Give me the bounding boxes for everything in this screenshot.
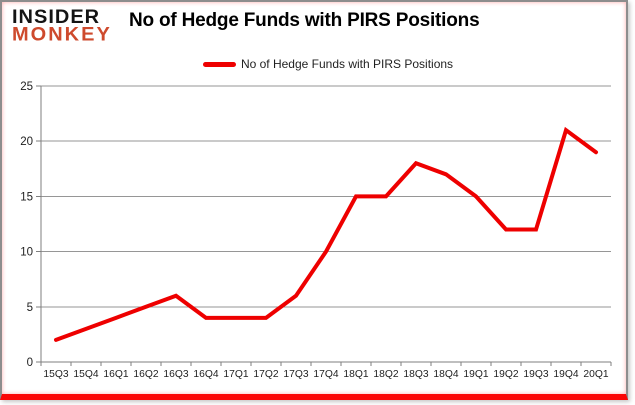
y-tick-label: 20 — [20, 136, 33, 148]
y-tick-label: 0 — [27, 357, 33, 369]
x-tick-label: 18Q3 — [403, 369, 428, 380]
x-tick-label: 19Q4 — [553, 369, 578, 380]
chart-card: INSIDER MONKEY No of Hedge Funds with PI… — [0, 0, 628, 400]
x-tick-label: 18Q4 — [433, 369, 458, 380]
axis-ticks — [36, 85, 612, 366]
x-tick-label: 16Q2 — [133, 369, 158, 380]
series-polyline — [54, 126, 598, 342]
x-tick-label: 20Q1 — [583, 369, 608, 380]
x-tick-label: 19Q3 — [523, 369, 548, 380]
logo-text-monkey: MONKEY — [12, 24, 112, 46]
series-line — [54, 126, 598, 342]
y-tick-label: 5 — [27, 302, 33, 314]
y-tick-label: 25 — [20, 81, 33, 93]
x-tick-label: 16Q3 — [163, 369, 188, 380]
chart-title: No of Hedge Funds with PIRS Positions — [129, 10, 480, 31]
x-tick-label: 18Q1 — [343, 369, 368, 380]
line-chart: 0 5 10 15 20 25 15Q3 15Q4 16Q1 16Q2 16Q3 16Q4 17Q1 17… — [20, 81, 612, 380]
x-tick-labels: 15Q3 15Q4 16Q1 16Q2 16Q3 16Q4 17Q1 17Q2 17Q3 17Q4… — [43, 369, 608, 380]
x-tick-label: 17Q4 — [313, 369, 338, 380]
legend-line-swatch — [202, 61, 236, 67]
axes — [40, 86, 611, 363]
legend-label: No of Hedge Funds with PIRS Positions — [240, 57, 454, 71]
x-tick-label: 15Q3 — [43, 369, 68, 380]
y-tick-labels: 0 5 10 15 20 25 — [20, 81, 33, 369]
gridlines — [41, 85, 611, 308]
x-tick-label: 19Q2 — [493, 369, 518, 380]
x-tick-label: 16Q4 — [193, 369, 218, 380]
y-tick-label: 15 — [20, 191, 33, 203]
x-tick-label: 17Q3 — [283, 369, 308, 380]
x-tick-label: 19Q1 — [463, 369, 488, 380]
logo-text-insider: INSIDER — [12, 7, 101, 28]
x-tick-label: 16Q1 — [103, 369, 128, 380]
x-tick-label: 17Q2 — [253, 369, 278, 380]
x-tick-label: 18Q2 — [373, 369, 398, 380]
y-tick-label: 10 — [20, 247, 33, 259]
x-tick-label: 15Q4 — [73, 369, 98, 380]
legend: No of Hedge Funds with PIRS Positions — [43, 57, 613, 71]
x-tick-label: 17Q1 — [223, 369, 248, 380]
insider-monkey-logo: INSIDER MONKEY — [12, 8, 112, 44]
